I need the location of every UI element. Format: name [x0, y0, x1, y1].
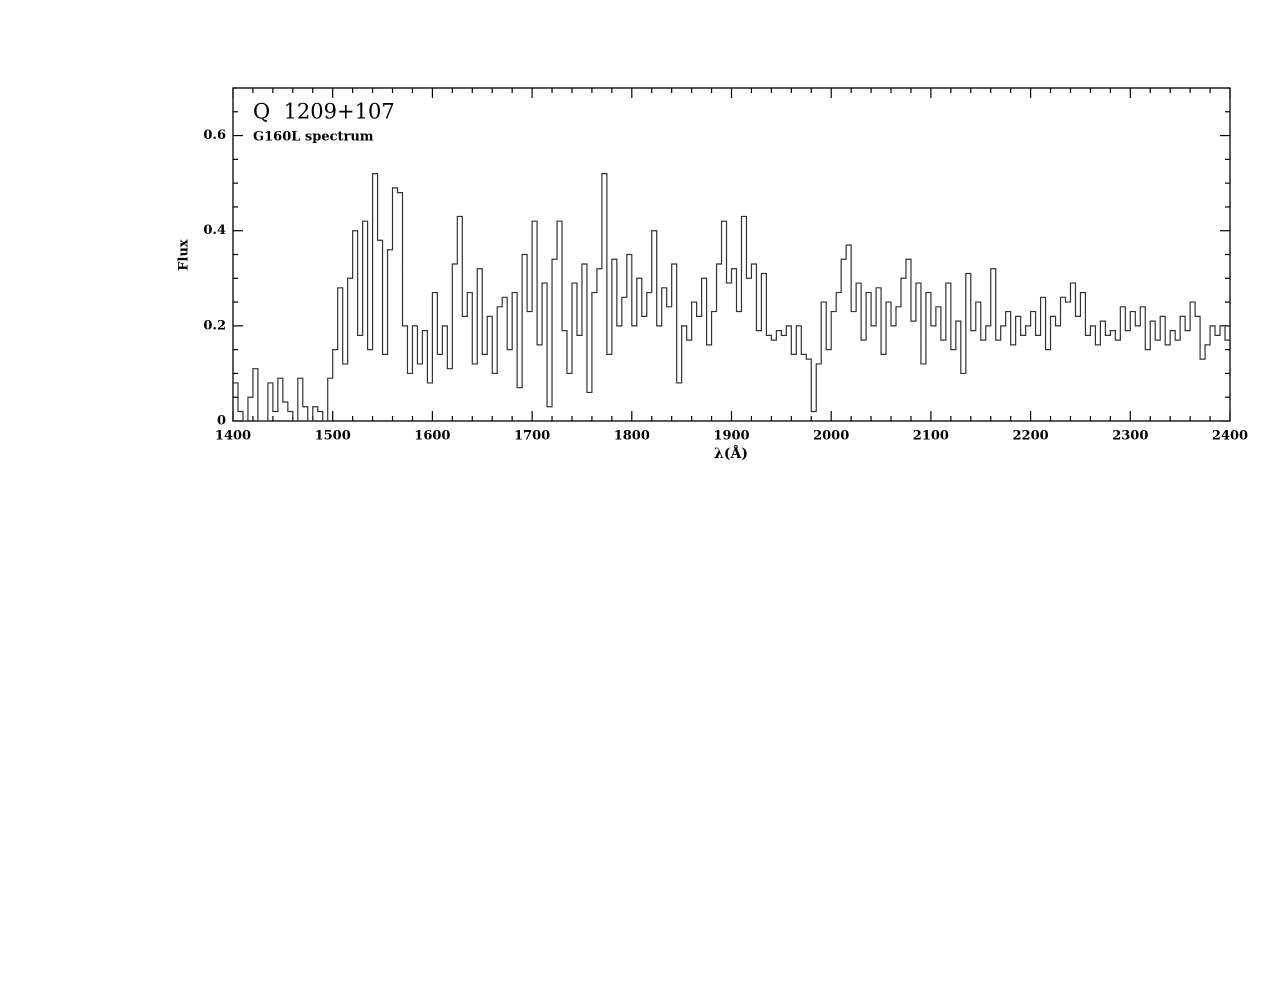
- x-tick-label: 2000: [813, 429, 849, 444]
- y-tick-label: 0: [217, 414, 226, 429]
- x-tick-label: 1600: [414, 429, 450, 444]
- x-tick-label: 2200: [1013, 429, 1049, 444]
- y-tick-label: 0.2: [203, 318, 226, 333]
- chart-subtitle: G160L spectrum: [253, 130, 374, 145]
- x-axis-label: λ(Å): [714, 444, 748, 462]
- x-tick-label: 2300: [1112, 429, 1148, 444]
- x-tick-label: 2100: [913, 429, 949, 444]
- x-tick-label: 1900: [713, 429, 749, 444]
- x-tick-label: 1500: [315, 429, 351, 444]
- x-tick-label: 1700: [514, 429, 550, 444]
- x-tick-label: 2400: [1212, 429, 1248, 444]
- y-tick-label: 0.4: [203, 223, 226, 238]
- y-axis-label: Flux: [177, 239, 192, 271]
- spectrum-line: [233, 173, 1230, 422]
- x-tick-label: 1800: [614, 429, 650, 444]
- y-tick-label: 0.6: [203, 128, 226, 143]
- chart-title: Q 1209+107: [253, 100, 395, 124]
- x-tick-label: 1400: [215, 429, 251, 444]
